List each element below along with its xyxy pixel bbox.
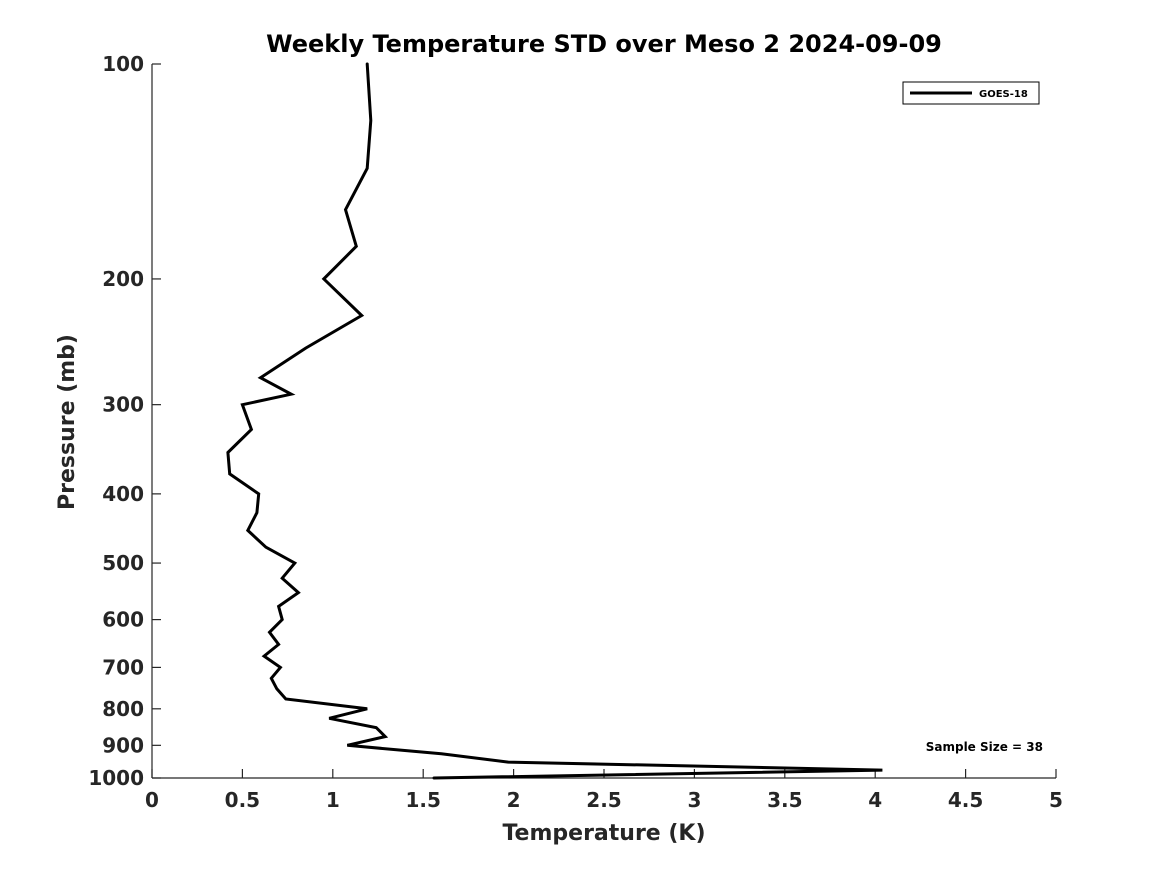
x-tick-label: 1 bbox=[326, 788, 340, 812]
y-axis-title: Pressure (mb) bbox=[55, 334, 80, 510]
series-layer bbox=[226, 62, 883, 780]
plot-area: 0 0.5 1 1.5 2 2.5 3 3.5 4 4.5 5 100 200 300 400 500 600… bbox=[88, 52, 1063, 812]
legend: GOES-18 bbox=[902, 81, 1040, 105]
x-tick-label: 0.5 bbox=[225, 788, 260, 812]
y-tick-label: 400 bbox=[102, 482, 144, 506]
y-tick-label: 800 bbox=[102, 697, 144, 721]
y-tick-label: 300 bbox=[102, 393, 144, 417]
series-line-goes-18 bbox=[226, 62, 883, 780]
y-tick-label: 900 bbox=[102, 733, 144, 757]
y-tick-label: 700 bbox=[102, 655, 144, 679]
x-tick-label: 3.5 bbox=[767, 788, 802, 812]
y-tick-label: 1000 bbox=[88, 766, 144, 790]
y-tick-label: 600 bbox=[102, 608, 144, 632]
x-tick-label: 2.5 bbox=[586, 788, 621, 812]
sample-size-annotation: Sample Size = 38 bbox=[926, 740, 1043, 754]
y-tick-label: 500 bbox=[102, 551, 144, 575]
x-axis-title: Temperature (K) bbox=[502, 821, 705, 846]
chart-title: Weekly Temperature STD over Meso 2 2024-… bbox=[266, 30, 942, 58]
x-tick-label: 4.5 bbox=[948, 788, 983, 812]
x-axis-ticks: 0 0.5 1 1.5 2 2.5 3 3.5 4 4.5 5 bbox=[145, 769, 1063, 812]
y-axis-ticks: 100 200 300 400 500 600 700 800 900 1000 bbox=[88, 52, 161, 790]
y-tick-label: 200 bbox=[102, 267, 144, 291]
y-tick-label: 100 bbox=[102, 52, 144, 76]
x-tick-label: 0 bbox=[145, 788, 159, 812]
x-tick-label: 3 bbox=[687, 788, 701, 812]
x-tick-label: 5 bbox=[1049, 788, 1063, 812]
x-tick-label: 2 bbox=[507, 788, 521, 812]
x-tick-label: 4 bbox=[868, 788, 882, 812]
x-tick-label: 1.5 bbox=[405, 788, 440, 812]
legend-label-goes-18: GOES-18 bbox=[979, 89, 1028, 100]
